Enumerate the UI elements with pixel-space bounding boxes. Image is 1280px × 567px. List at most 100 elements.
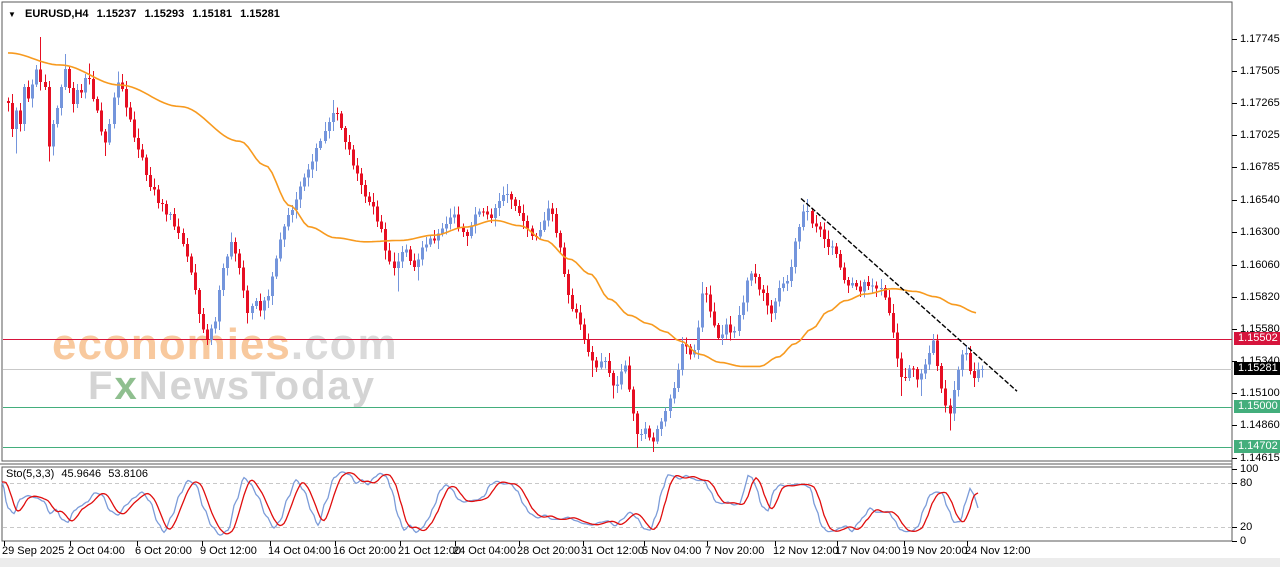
candle-body[interactable] [782, 283, 785, 289]
candle-body[interactable] [636, 413, 639, 435]
candle-body[interactable] [470, 225, 473, 237]
candle-body[interactable] [851, 283, 854, 286]
candle-body[interactable] [279, 239, 282, 259]
candle-body[interactable] [255, 300, 258, 306]
candle-body[interactable] [445, 224, 448, 229]
candle-body[interactable] [11, 102, 14, 129]
candle-body[interactable] [332, 113, 335, 122]
candle-body[interactable] [746, 280, 749, 303]
candle-body[interactable] [624, 365, 627, 372]
candle-body[interactable] [867, 282, 870, 286]
candle-body[interactable] [417, 259, 420, 267]
candle-body[interactable] [182, 232, 185, 244]
candle-body[interactable] [912, 368, 915, 370]
candle-body[interactable] [802, 211, 805, 227]
candle-body[interactable] [669, 398, 672, 411]
candle-body[interactable] [15, 110, 18, 129]
candle-body[interactable] [449, 217, 452, 225]
candle-body[interactable] [563, 247, 566, 274]
symbol-dropdown-icon[interactable]: ▼ [8, 10, 16, 19]
candle-body[interactable] [72, 87, 75, 105]
candle-body[interactable] [206, 329, 209, 340]
candle-body[interactable] [319, 141, 322, 148]
candle-body[interactable] [186, 244, 189, 257]
candle-body[interactable] [571, 295, 574, 310]
candle-body[interactable] [522, 213, 525, 221]
candle-body[interactable] [153, 187, 156, 190]
candle-body[interactable] [271, 276, 274, 297]
candle-body[interactable] [303, 177, 306, 187]
candle-body[interactable] [920, 373, 923, 380]
candle-body[interactable] [267, 296, 270, 301]
candle-body[interactable] [413, 260, 416, 267]
candle-body[interactable] [709, 294, 712, 312]
candle-body[interactable] [916, 369, 919, 380]
candle-body[interactable] [555, 213, 558, 233]
candle-body[interactable] [125, 89, 128, 108]
candle-body[interactable] [259, 300, 262, 311]
candle-body[interactable] [729, 324, 732, 333]
candle-body[interactable] [169, 214, 172, 216]
candle-body[interactable] [766, 293, 769, 306]
candle-body[interactable] [786, 281, 789, 284]
candle-body[interactable] [567, 273, 570, 296]
candle-body[interactable] [68, 69, 71, 88]
candle-body[interactable] [307, 169, 310, 178]
candle-body[interactable] [60, 87, 63, 108]
candle-body[interactable] [944, 388, 947, 406]
candle-body[interactable] [717, 325, 720, 338]
candle-body[interactable] [194, 272, 197, 291]
candle-body[interactable] [604, 361, 607, 362]
candle-body[interactable] [210, 328, 213, 340]
candle-body[interactable] [839, 254, 842, 268]
candle-body[interactable] [429, 238, 432, 245]
candle-body[interactable] [738, 314, 741, 332]
candle-body[interactable] [190, 256, 193, 273]
candle-body[interactable] [811, 211, 814, 224]
candle-body[interactable] [494, 208, 497, 219]
candle-body[interactable] [234, 241, 237, 254]
candle-body[interactable] [409, 249, 412, 261]
candle-body[interactable] [364, 185, 367, 197]
candle-body[interactable] [425, 244, 428, 248]
candle-body[interactable] [393, 261, 396, 269]
candle-body[interactable] [360, 173, 363, 186]
candle-body[interactable] [575, 309, 578, 313]
candle-body[interactable] [798, 227, 801, 242]
candle-body[interactable] [884, 288, 887, 298]
candle-body[interactable] [973, 370, 976, 379]
candle-body[interactable] [173, 214, 176, 227]
candle-body[interactable] [7, 101, 10, 103]
candle-body[interactable] [713, 311, 716, 326]
candle-body[interactable] [961, 354, 964, 370]
candle-body[interactable] [510, 194, 513, 200]
candle-body[interactable] [328, 121, 331, 131]
candle-body[interactable] [514, 199, 517, 206]
candle-body[interactable] [384, 228, 387, 251]
candle-body[interactable] [283, 226, 286, 240]
candle-body[interactable] [896, 332, 899, 359]
candle-body[interactable] [640, 434, 643, 435]
candle-body[interactable] [664, 410, 667, 422]
candle-body[interactable] [628, 365, 631, 390]
candle-body[interactable] [819, 226, 822, 230]
candle-body[interactable] [92, 79, 95, 99]
candle-body[interactable] [56, 107, 59, 124]
candle-body[interactable] [859, 286, 862, 292]
candle-body[interactable] [222, 268, 225, 290]
candle-body[interactable] [291, 210, 294, 216]
candle-body[interactable] [336, 113, 339, 115]
candle-body[interactable] [880, 288, 883, 290]
candle-body[interactable] [482, 211, 485, 213]
candle-body[interactable] [108, 123, 111, 143]
candle-body[interactable] [498, 200, 501, 209]
candle-body[interactable] [742, 302, 745, 315]
candle-body[interactable] [705, 293, 708, 295]
candle-body[interactable] [145, 157, 148, 176]
candle-body[interactable] [177, 226, 180, 233]
candle-body[interactable] [263, 300, 266, 311]
candle-body[interactable] [526, 220, 529, 229]
candle-body[interactable] [644, 428, 647, 435]
candle-body[interactable] [957, 370, 960, 391]
